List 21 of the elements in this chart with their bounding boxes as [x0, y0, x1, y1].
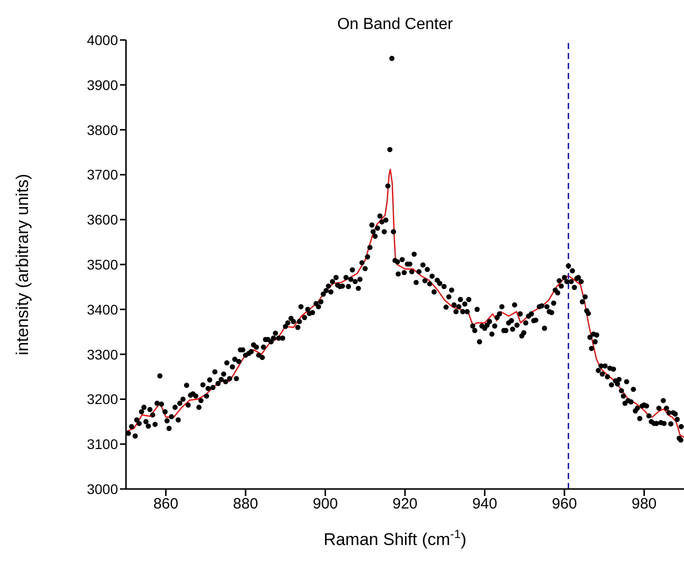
x-tick-label: 980 [632, 496, 657, 513]
y-tick-label: 3400 [86, 301, 118, 318]
x-tick-label: 940 [472, 496, 498, 513]
x-tick-label: 860 [153, 496, 178, 513]
y-tick-label: 3200 [86, 391, 118, 408]
y-tick-label: 3900 [86, 76, 118, 93]
x-axis-title: Raman Shift (cm$^{-1}$) [324, 527, 466, 549]
x-tick-label: 880 [233, 496, 258, 513]
y-tick-label: 3500 [86, 256, 118, 272]
x-tick-label: 960 [552, 496, 577, 513]
y-tick-label: 3000 [86, 480, 118, 497]
y-tick-label: 3600 [86, 212, 118, 228]
y-tick-label: 4000 [86, 32, 118, 48]
y-tick-label: 3100 [86, 436, 118, 452]
chart-title: On Band Center [336, 16, 454, 34]
y-tick-label: 3800 [86, 122, 118, 138]
x-tick-label: 900 [312, 496, 338, 513]
y-axis-title: intensity (arbitrary units) [13, 174, 32, 356]
y-tick-label: 3300 [86, 346, 118, 362]
y-tick-label: 3700 [86, 166, 118, 183]
x-tick-label: 920 [392, 496, 418, 513]
